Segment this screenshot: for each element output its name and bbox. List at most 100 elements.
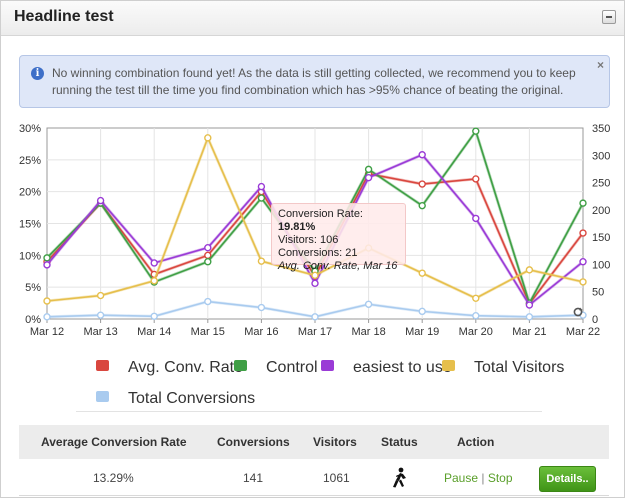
series-point (579, 278, 587, 286)
legend-swatch (234, 360, 247, 371)
x-tick-label: Mar 13 (83, 326, 117, 338)
series-point (364, 300, 373, 308)
legend-label: Avg. Conv. Rate (128, 359, 244, 376)
col-status: Status (381, 435, 418, 449)
series-point (257, 194, 266, 202)
page-title: Headline test (14, 8, 114, 25)
series-point (579, 229, 587, 237)
conversion-chart: 0% 5% 10% 15% 20% 25% 30% 0 50 100 150 200 250 300 350… (19, 123, 610, 338)
legend-swatch (321, 360, 334, 371)
series-point (472, 294, 480, 302)
legend-divider (76, 411, 542, 412)
series-point (472, 175, 480, 183)
pause-link[interactable]: Pause (444, 471, 479, 485)
close-icon[interactable]: × (596, 58, 604, 72)
series-point (204, 258, 212, 266)
panel-header: Headline test (1, 1, 624, 36)
series-point (579, 199, 587, 207)
conversions-value: 141 (243, 471, 264, 485)
minimize-button[interactable] (602, 10, 616, 24)
series-point (311, 271, 319, 280)
series-point (43, 261, 51, 269)
y-right-tick-label: 300 (592, 150, 610, 162)
avg-rate-value: 13.29% (93, 471, 134, 485)
y-right-tick-label: 200 (592, 205, 610, 217)
details-button[interactable]: Details.. (539, 466, 596, 492)
series-point (96, 196, 105, 205)
stop-link[interactable]: Stop (487, 471, 513, 485)
y-right-tick-label: 350 (592, 123, 610, 135)
x-tick-label: Mar 15 (191, 326, 225, 338)
series-point (43, 297, 51, 305)
x-tick-label: Mar 20 (459, 326, 493, 338)
action-links: Pause | Stop (444, 461, 513, 495)
series-point (43, 313, 51, 321)
series-point (43, 254, 51, 262)
series-point (150, 277, 158, 285)
x-tick-label: Mar 19 (405, 326, 439, 338)
series-point (257, 257, 266, 265)
series-point (150, 312, 158, 320)
legend-swatch (96, 360, 109, 371)
tooltip-visitors: Visitors: 106 (278, 234, 339, 246)
series-point (472, 214, 480, 223)
col-action: Action (457, 435, 495, 449)
series-point (525, 313, 534, 321)
visitors-value: 1061 (323, 471, 350, 485)
series-point (204, 243, 212, 252)
running-icon (393, 467, 406, 488)
legend-label: Control (266, 359, 318, 376)
chart-tooltip: Conversion Rate: 19.81% Visitors: 106 Co… (271, 203, 406, 272)
x-tick-label: Mar 18 (351, 326, 385, 338)
series-point (472, 127, 480, 135)
y-left-tick-label: 10% (19, 250, 41, 262)
notice-text: No winning combination found yet! As the… (52, 66, 576, 97)
series-point (257, 182, 266, 191)
series-point (418, 307, 426, 316)
series-point (96, 291, 105, 300)
tooltip-conversions: Conversions: 21 (278, 247, 358, 259)
x-tick-label: Mar 17 (298, 326, 332, 338)
y-right-tick-label: 250 (592, 178, 610, 190)
y-left-tick-label: 15% (19, 219, 41, 231)
table-row: 13.29% 141 1061 Pause | Stop Details.. (19, 461, 609, 495)
legend-label: Total Visitors (474, 359, 565, 376)
y-left-tick-label: 0% (25, 314, 41, 326)
info-notice: i No winning combination found yet! As t… (19, 55, 610, 108)
results-table-header: Average Conversion Rate Conversions Visi… (19, 425, 609, 459)
action-separator: | (481, 471, 485, 485)
legend-swatch (442, 360, 455, 371)
series-point (418, 269, 426, 277)
series-point (418, 180, 426, 188)
series-point (204, 297, 212, 306)
series-point (311, 313, 319, 321)
x-tick-label: Mar 12 (30, 326, 64, 338)
series-point (418, 151, 426, 159)
y-left-tick-label: 25% (19, 155, 41, 167)
series-point (525, 301, 534, 309)
x-tick-label: Mar 16 (244, 326, 278, 338)
series-point (418, 201, 426, 210)
table-bottom-border (19, 495, 609, 496)
series-point (364, 173, 373, 182)
col-conversions: Conversions (217, 435, 290, 449)
tooltip-rate-label: Conversion Rate: (278, 208, 363, 220)
x-tick-label: Mar 14 (137, 326, 171, 338)
series-point (525, 266, 534, 274)
y-right-tick-label: 50 (592, 287, 604, 299)
legend-label: easiest to use (353, 359, 452, 376)
info-icon: i (31, 67, 44, 80)
x-tick-label: Mar 21 (512, 326, 546, 338)
y-right-tick-label: 0 (592, 314, 598, 326)
y-left-tick-label: 20% (19, 187, 41, 199)
reset-zoom-icon[interactable] (573, 307, 583, 317)
tooltip-rate-value: 19.81% (278, 221, 316, 233)
series-point (472, 312, 480, 320)
series-point (150, 259, 158, 267)
series-point (96, 311, 105, 319)
series-point (364, 165, 373, 174)
y-right-tick-label: 150 (592, 232, 610, 244)
legend-label: Total Conversions (128, 390, 256, 407)
y-left-tick-label: 5% (25, 282, 41, 294)
